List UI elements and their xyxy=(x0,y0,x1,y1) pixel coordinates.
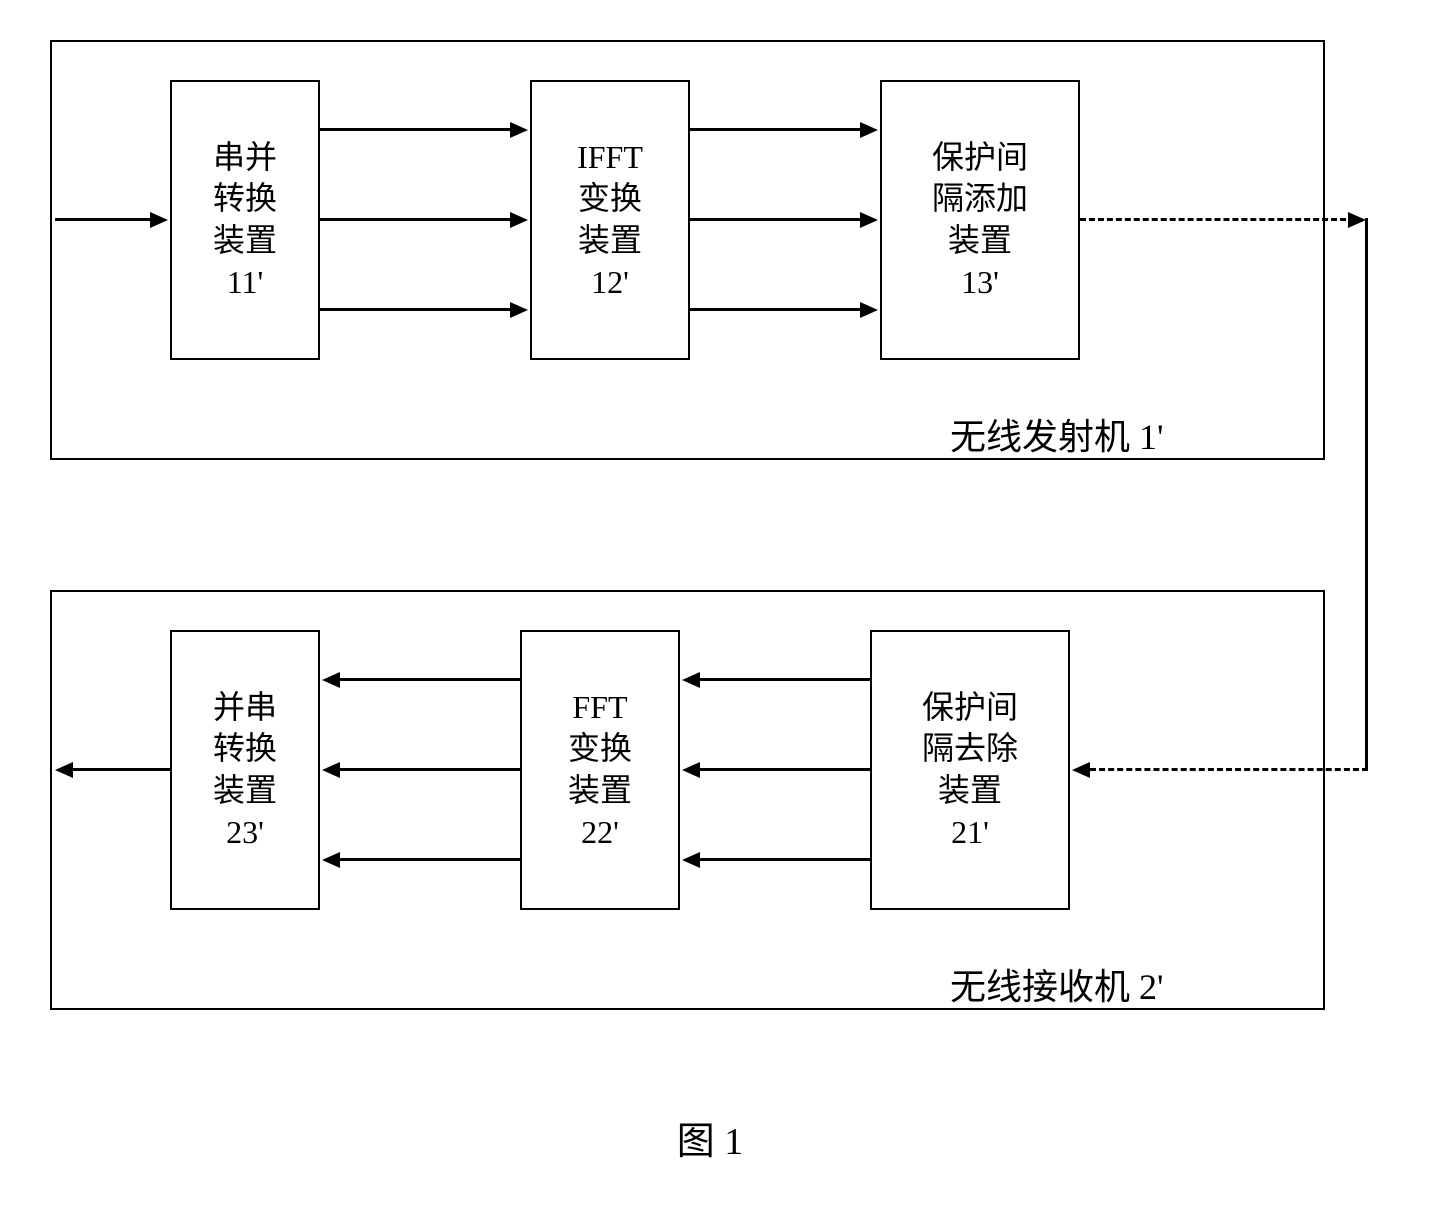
arrow-output-rx-head xyxy=(55,762,73,778)
arrow-fft-ps-2 xyxy=(340,768,520,771)
arrow-sp-ifft-2 xyxy=(320,218,510,221)
block-ps-text: 并串 转换 装置 23' xyxy=(213,687,277,853)
ofdm-diagram: 无线发射机 1' 串并 转换 装置 11' IFFT 变换 装置 12' 保护间… xyxy=(20,20,1400,1200)
arrow-ifft-guard-2 xyxy=(690,218,860,221)
block-sp-text: 串并 转换 装置 11' xyxy=(213,137,277,303)
block-fft: FFT 变换 装置 22' xyxy=(520,630,680,910)
receiver-label: 无线接收机 2' xyxy=(950,958,1164,1010)
arrow-fft-ps-3 xyxy=(340,858,520,861)
block-fft-text: FFT 变换 装置 22' xyxy=(568,687,632,853)
arrow-guard-fft-2 xyxy=(700,768,870,771)
arrow-ifft-guard-3-head xyxy=(860,302,878,318)
arrow-output-rx xyxy=(73,768,170,771)
arrow-fft-ps-3-head xyxy=(322,852,340,868)
block-guard-add-text: 保护间 隔添加 装置 13' xyxy=(932,137,1028,303)
block-ifft: IFFT 变换 装置 12' xyxy=(530,80,690,360)
block-guard-add: 保护间 隔添加 装置 13' xyxy=(880,80,1080,360)
connect-v-right xyxy=(1365,218,1368,770)
arrow-fft-ps-2-head xyxy=(322,762,340,778)
arrow-ifft-guard-1 xyxy=(690,128,860,131)
arrow-sp-ifft-1-head xyxy=(510,122,528,138)
arrow-ifft-guard-1-head xyxy=(860,122,878,138)
arrow-guard-fft-3-head xyxy=(682,852,700,868)
arrow-ifft-guard-2-head xyxy=(860,212,878,228)
transmitter-label: 无线发射机 1' xyxy=(950,408,1164,460)
figure-label: 图 1 xyxy=(20,1110,1400,1165)
block-guard-remove: 保护间 隔去除 装置 21' xyxy=(870,630,1070,910)
arrow-guard-fft-1-head xyxy=(682,672,700,688)
block-parallel-serial: 并串 转换 装置 23' xyxy=(170,630,320,910)
arrow-guard-fft-3 xyxy=(700,858,870,861)
arrow-input-tx-head xyxy=(150,212,168,228)
arrow-sp-ifft-3 xyxy=(320,308,510,311)
arrow-sp-ifft-3-head xyxy=(510,302,528,318)
arrow-guard-fft-1 xyxy=(700,678,870,681)
arrow-ifft-guard-3 xyxy=(690,308,860,311)
block-ifft-text: IFFT 变换 装置 12' xyxy=(577,137,643,303)
arrow-sp-ifft-2-head xyxy=(510,212,528,228)
arrow-guard-fft-2-head xyxy=(682,762,700,778)
block-serial-parallel: 串并 转换 装置 11' xyxy=(170,80,320,360)
arrow-sp-ifft-1 xyxy=(320,128,510,131)
block-guard-rem-text: 保护间 隔去除 装置 21' xyxy=(922,687,1018,853)
arrow-input-tx xyxy=(55,218,150,221)
arrow-fft-ps-1-head xyxy=(322,672,340,688)
tx-out-head xyxy=(1348,212,1366,228)
tx-out-dash xyxy=(1080,218,1355,221)
arrow-fft-ps-1 xyxy=(340,678,520,681)
